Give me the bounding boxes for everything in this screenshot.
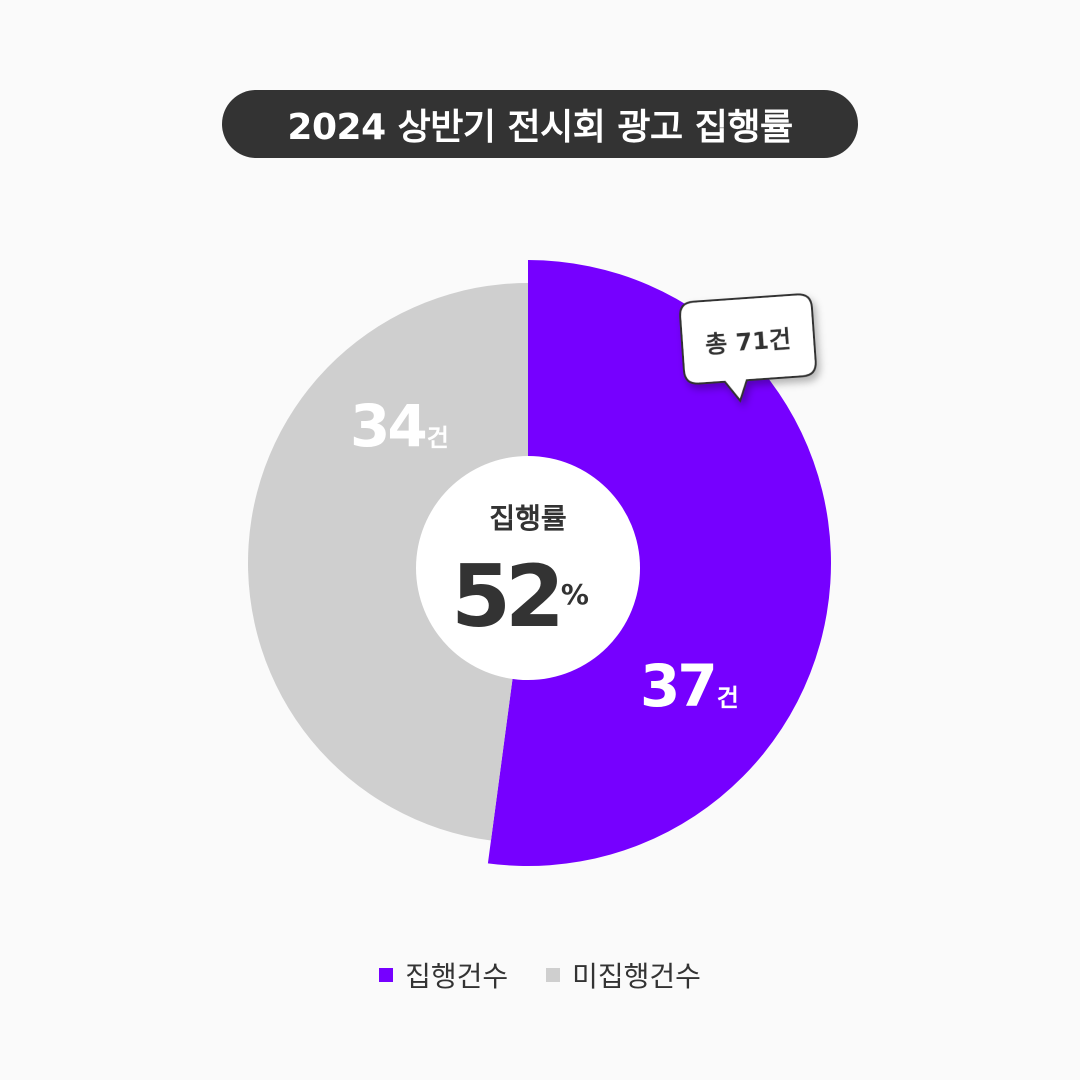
legend-label-executed: 집행건수 xyxy=(405,960,509,993)
chart-title-pill: 2024 상반기 전시회 광고 집행률 xyxy=(222,90,858,158)
slice-unit-executed: 건 xyxy=(717,684,739,712)
legend-item-executed: 집행건수 xyxy=(379,955,508,995)
center-value-unit: % xyxy=(561,578,589,611)
legend-swatch-executed xyxy=(379,968,394,982)
legend-swatch-not-executed xyxy=(546,968,561,982)
legend-label-not-executed: 미집행건수 xyxy=(572,960,701,993)
center-value-number: 52 xyxy=(451,547,559,647)
legend: 집행건수 미집행건수 xyxy=(0,955,1080,995)
slice-value-not-executed: 34 xyxy=(350,392,425,460)
chart-title: 2024 상반기 전시회 광고 집행률 xyxy=(287,107,793,148)
center-value: 52% xyxy=(451,547,589,647)
slice-unit-not-executed: 건 xyxy=(427,424,449,452)
total-callout: 총 71건 xyxy=(679,293,817,403)
slice-value-executed: 37 xyxy=(640,652,715,720)
legend-item-not-executed: 미집행건수 xyxy=(546,955,701,995)
pie-slice-not-executed xyxy=(248,283,528,841)
total-label: 총 71건 xyxy=(704,325,792,359)
pie-slice-executed xyxy=(487,260,831,866)
center-circle xyxy=(416,456,640,680)
slice-label-executed: 37건 xyxy=(640,652,739,720)
center-label: 집행률 xyxy=(489,502,566,535)
slice-label-not-executed: 34건 xyxy=(350,392,449,460)
callout-bubble xyxy=(679,293,817,403)
